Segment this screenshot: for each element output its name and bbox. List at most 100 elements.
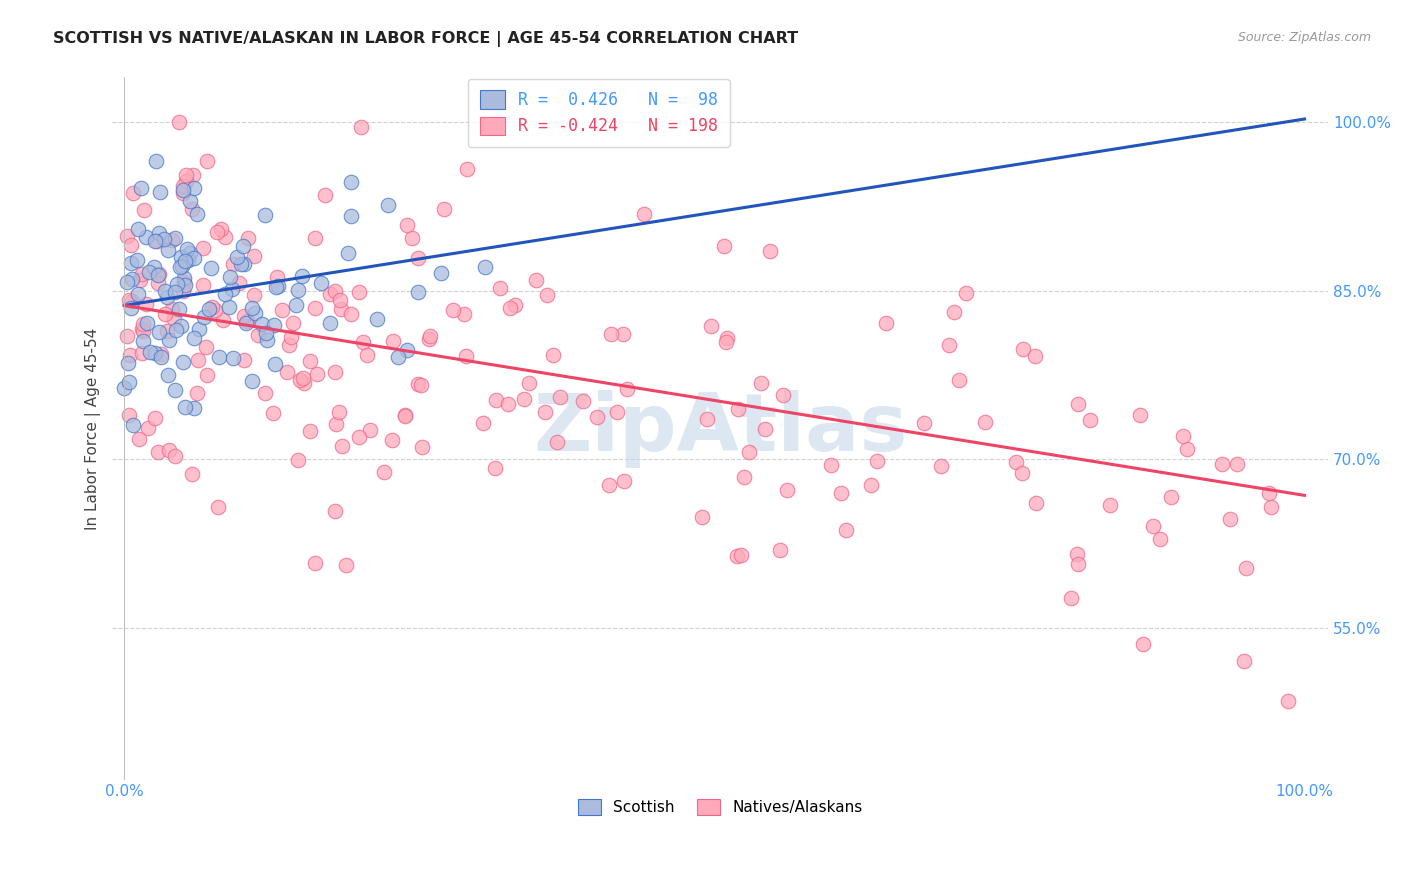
Point <box>406 285 429 299</box>
Point <box>1078 413 1101 427</box>
Point <box>356 348 378 362</box>
Point <box>419 328 441 343</box>
Point <box>287 283 309 297</box>
Point <box>148 226 170 240</box>
Point <box>340 307 363 321</box>
Point <box>700 319 723 334</box>
Point <box>633 207 655 221</box>
Point <box>150 347 173 361</box>
Point <box>456 162 478 177</box>
Point <box>1260 500 1282 515</box>
Point <box>242 287 264 301</box>
Point <box>174 277 197 292</box>
Text: Source: ZipAtlas.com: Source: ZipAtlas.com <box>1237 31 1371 45</box>
Point <box>138 345 160 359</box>
Point <box>472 417 495 431</box>
Point <box>332 439 354 453</box>
Point <box>225 250 247 264</box>
Point <box>173 275 195 289</box>
Point <box>938 338 960 352</box>
Point <box>304 301 326 315</box>
Point <box>835 524 858 538</box>
Point <box>377 198 399 212</box>
Point <box>198 301 221 316</box>
Point <box>120 256 142 270</box>
Point <box>690 510 713 524</box>
Point <box>754 422 776 436</box>
Point <box>157 368 180 382</box>
Point <box>240 301 263 315</box>
Point <box>233 309 256 323</box>
Point <box>117 293 139 307</box>
Point <box>145 153 167 168</box>
Point <box>411 377 433 392</box>
Point <box>1219 512 1241 526</box>
Point <box>546 435 568 450</box>
Point <box>146 235 169 249</box>
Point <box>208 350 231 364</box>
Point <box>183 401 205 415</box>
Point <box>173 400 195 414</box>
Point <box>127 253 149 268</box>
Point <box>429 266 451 280</box>
Point <box>1060 591 1083 605</box>
Y-axis label: In Labor Force | Age 45-54: In Labor Force | Age 45-54 <box>86 327 101 530</box>
Point <box>172 183 194 197</box>
Point <box>129 273 152 287</box>
Point <box>323 365 346 379</box>
Point <box>359 423 381 437</box>
Text: ZipAtlas: ZipAtlas <box>533 390 907 467</box>
Point <box>534 405 557 419</box>
Point <box>749 376 772 391</box>
Point <box>598 478 620 492</box>
Point <box>484 461 506 475</box>
Point <box>758 244 780 258</box>
Point <box>179 194 201 208</box>
Point <box>162 302 184 317</box>
Point <box>233 257 256 271</box>
Point <box>228 276 250 290</box>
Point <box>929 459 952 474</box>
Point <box>172 186 194 201</box>
Point <box>266 269 288 284</box>
Point <box>132 324 155 338</box>
Point <box>143 235 166 249</box>
Point <box>292 376 315 390</box>
Point <box>200 260 222 275</box>
Point <box>550 390 572 404</box>
Point <box>304 231 326 245</box>
Point <box>488 281 510 295</box>
Point <box>146 268 169 282</box>
Point <box>222 257 245 271</box>
Point <box>943 305 966 319</box>
Point <box>186 386 208 401</box>
Point <box>325 417 347 432</box>
Point <box>191 241 214 255</box>
Point <box>349 430 371 444</box>
Point <box>453 307 475 321</box>
Point <box>118 375 141 389</box>
Point <box>127 286 149 301</box>
Point <box>127 221 149 235</box>
Point <box>1024 349 1046 363</box>
Point <box>276 365 298 379</box>
Point <box>606 405 628 419</box>
Point <box>411 440 433 454</box>
Point <box>146 444 169 458</box>
Point <box>948 373 970 387</box>
Point <box>381 433 404 447</box>
Point <box>118 409 141 423</box>
Point <box>1142 519 1164 533</box>
Point <box>283 317 305 331</box>
Point <box>319 287 342 301</box>
Point <box>207 500 229 514</box>
Point <box>207 225 229 239</box>
Point <box>195 340 218 354</box>
Point <box>1160 490 1182 504</box>
Point <box>474 260 496 274</box>
Point <box>118 348 141 362</box>
Point <box>219 269 242 284</box>
Point <box>772 388 794 402</box>
Point <box>866 454 889 468</box>
Point <box>155 284 177 298</box>
